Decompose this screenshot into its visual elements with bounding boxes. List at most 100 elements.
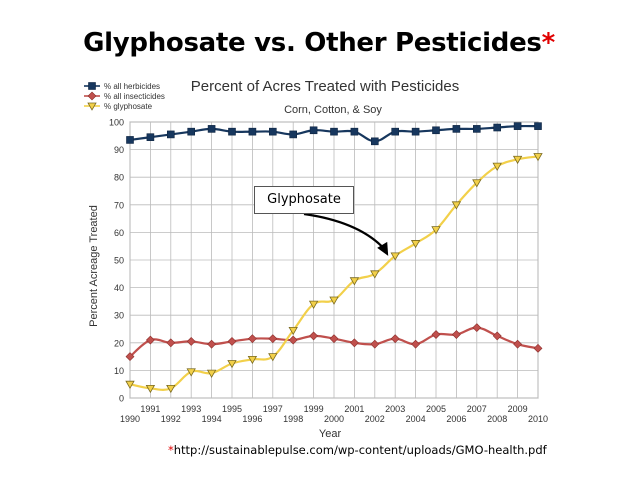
data-point-all-insecticides bbox=[125, 352, 135, 362]
data-point-all-insecticides bbox=[247, 334, 257, 344]
data-point-all-insecticides bbox=[145, 335, 155, 345]
data-point-all-herbicides bbox=[289, 130, 298, 139]
data-point-all-herbicides bbox=[534, 122, 542, 130]
data-point-all-herbicides bbox=[309, 126, 318, 135]
data-point-all-insecticides bbox=[451, 330, 461, 339]
data-point-glyphosate bbox=[349, 277, 360, 286]
data-point-all-herbicides bbox=[452, 125, 461, 133]
data-point-all-insecticides bbox=[309, 331, 319, 341]
x-tick-label: 1998 bbox=[283, 414, 303, 424]
source-footnote: *http://sustainablepulse.com/wp-content/… bbox=[168, 443, 547, 457]
callout-arrow-head bbox=[377, 241, 389, 256]
data-point-all-herbicides bbox=[350, 127, 359, 136]
data-point-all-herbicides bbox=[248, 127, 257, 136]
y-axis-label: Percent Acreage Treated bbox=[88, 205, 100, 327]
data-point-all-herbicides bbox=[513, 122, 522, 130]
data-point-all-herbicides bbox=[330, 127, 338, 136]
data-point-glyphosate bbox=[512, 155, 523, 165]
data-point-all-herbicides bbox=[187, 127, 195, 136]
y-tick-label: 30 bbox=[114, 311, 124, 321]
title-asterisk: * bbox=[541, 28, 556, 58]
legend-marker bbox=[87, 91, 97, 101]
data-point-glyphosate bbox=[268, 353, 278, 362]
data-point-glyphosate bbox=[472, 179, 482, 188]
data-point-glyphosate bbox=[247, 355, 258, 365]
x-tick-label: 1994 bbox=[202, 414, 222, 424]
x-tick-label: 2008 bbox=[487, 414, 507, 424]
data-point-all-herbicides bbox=[472, 125, 481, 133]
legend-marker bbox=[87, 102, 97, 111]
data-point-glyphosate bbox=[308, 300, 319, 309]
data-point-all-insecticides bbox=[431, 330, 441, 339]
chart-grid bbox=[129, 121, 539, 399]
data-point-all-insecticides bbox=[166, 338, 176, 348]
x-tick-label: 2010 bbox=[528, 414, 548, 424]
chart-legend: % all herbicides% all insecticides% glyp… bbox=[84, 82, 165, 111]
glyphosate-callout: Glyphosate bbox=[254, 186, 354, 214]
x-tick-label: 2002 bbox=[365, 414, 385, 424]
x-axis-label: Year bbox=[319, 428, 342, 440]
x-tick-label: 1997 bbox=[263, 404, 283, 414]
data-point-glyphosate bbox=[370, 270, 380, 279]
data-point-all-insecticides bbox=[186, 336, 196, 346]
data-point-glyphosate bbox=[390, 252, 400, 261]
chart-subtitle: Corn, Cotton, & Soy bbox=[284, 104, 382, 116]
x-tick-label: 1991 bbox=[140, 404, 160, 414]
data-point-glyphosate bbox=[145, 384, 156, 394]
x-tick-label: 1999 bbox=[304, 404, 324, 414]
data-point-all-insecticides bbox=[227, 336, 237, 346]
chart-series bbox=[125, 122, 543, 394]
x-tick-label: 2003 bbox=[385, 404, 405, 414]
data-point-glyphosate bbox=[492, 162, 502, 171]
data-point-glyphosate bbox=[227, 360, 237, 369]
chart-axes: 0102030405060708090100199019911992199319… bbox=[109, 118, 548, 425]
footnote-asterisk: * bbox=[168, 443, 174, 457]
data-point-all-herbicides bbox=[207, 125, 216, 133]
y-tick-label: 90 bbox=[114, 145, 124, 155]
y-tick-label: 60 bbox=[114, 228, 124, 238]
data-point-all-herbicides bbox=[391, 127, 400, 136]
data-point-all-insecticides bbox=[370, 339, 380, 349]
y-tick-label: 10 bbox=[114, 366, 124, 376]
x-tick-label: 2009 bbox=[508, 404, 528, 414]
data-point-glyphosate bbox=[125, 380, 135, 390]
legend-entry: % all insecticides bbox=[104, 92, 165, 101]
data-point-all-herbicides bbox=[432, 126, 440, 135]
data-point-glyphosate bbox=[329, 296, 339, 305]
data-point-glyphosate bbox=[410, 240, 421, 249]
data-point-all-herbicides bbox=[370, 137, 379, 146]
data-point-all-herbicides bbox=[228, 127, 236, 136]
data-point-glyphosate bbox=[451, 201, 462, 210]
legend-entry: % glyphosate bbox=[104, 102, 153, 111]
legend-entry: % all herbicides bbox=[104, 82, 160, 91]
data-point-all-insecticides bbox=[207, 339, 217, 349]
y-tick-label: 70 bbox=[114, 200, 124, 210]
slide-title: Glyphosate vs. Other Pesticides* bbox=[0, 28, 638, 58]
y-tick-label: 100 bbox=[109, 118, 124, 128]
callout-arrow-line bbox=[303, 212, 387, 251]
data-point-all-herbicides bbox=[493, 123, 502, 132]
data-point-glyphosate bbox=[288, 326, 298, 336]
data-point-all-herbicides bbox=[146, 133, 155, 141]
data-point-glyphosate bbox=[206, 369, 217, 378]
data-point-all-insecticides bbox=[329, 334, 339, 344]
x-tick-label: 2000 bbox=[324, 414, 344, 424]
y-tick-label: 40 bbox=[114, 283, 124, 293]
data-point-glyphosate bbox=[166, 384, 176, 394]
data-point-all-insecticides bbox=[411, 339, 421, 349]
y-tick-label: 80 bbox=[114, 173, 124, 183]
legend-marker bbox=[88, 82, 96, 90]
data-point-glyphosate bbox=[186, 368, 196, 377]
x-tick-label: 1995 bbox=[222, 404, 242, 414]
x-tick-label: 2004 bbox=[406, 414, 426, 424]
x-tick-label: 1996 bbox=[242, 414, 262, 424]
x-tick-label: 2001 bbox=[344, 404, 364, 414]
data-point-all-herbicides bbox=[167, 130, 175, 139]
x-tick-label: 1990 bbox=[120, 414, 140, 424]
slide-title-text: Glyphosate vs. Other Pesticides bbox=[83, 28, 542, 58]
callout-arrow bbox=[303, 212, 389, 256]
y-tick-label: 20 bbox=[114, 338, 124, 348]
x-tick-label: 2005 bbox=[426, 404, 446, 414]
x-tick-label: 1992 bbox=[161, 414, 181, 424]
